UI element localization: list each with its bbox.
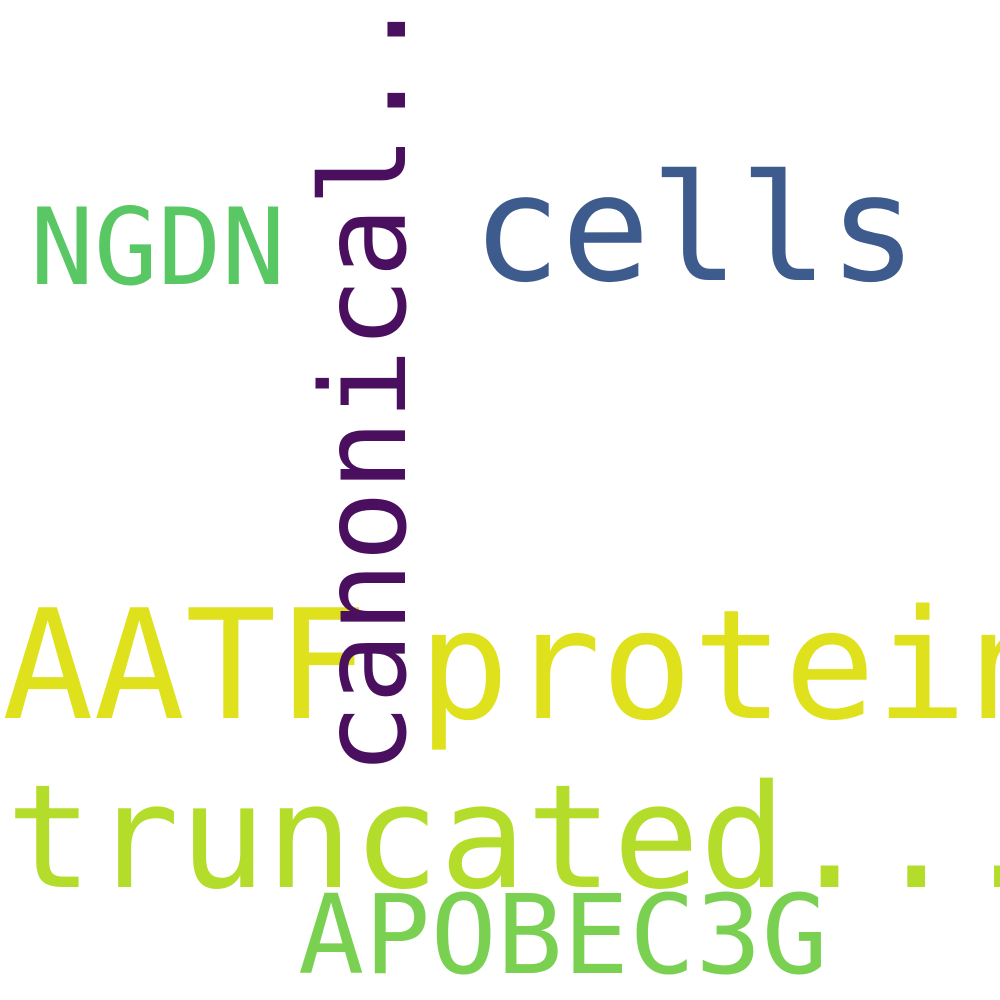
word-canonical: canonical... <box>295 0 433 775</box>
word-truncated: truncated... <box>6 753 1000 921</box>
word-aatf: AATF <box>2 577 369 754</box>
word-protein: protein <box>418 577 1000 754</box>
word-ngdn: NGDN <box>30 186 286 309</box>
word-apobec3g: APOBEC3G <box>298 871 828 999</box>
word-cells: cells <box>472 143 918 315</box>
